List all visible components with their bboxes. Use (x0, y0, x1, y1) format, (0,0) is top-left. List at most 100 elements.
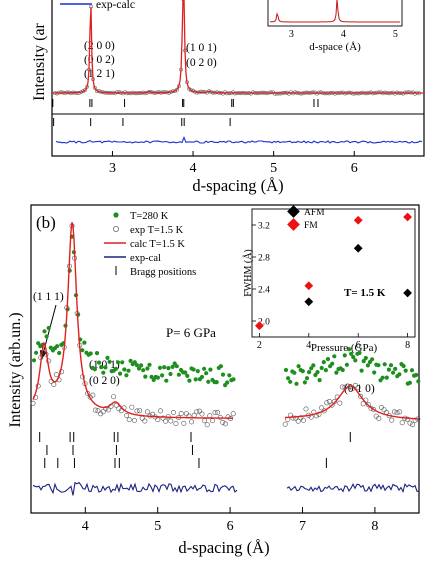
bottom-observed-point (358, 393, 364, 399)
bottom-observed-point (181, 420, 187, 426)
bottom-observed-point (131, 417, 137, 423)
bottom-280k-point (88, 351, 93, 356)
legend-label-diff: exp-cal (130, 253, 161, 264)
bottom-observed-point (196, 408, 202, 414)
bottom-observed-point (293, 415, 299, 421)
bottom-280k-point (220, 372, 226, 377)
peak-label-101: (1 0 1) (89, 359, 120, 371)
bottom-280k-point (120, 360, 125, 365)
bottom-280k-point (36, 341, 41, 346)
bottom-280k-point (313, 372, 318, 378)
bottom-observed-point (391, 409, 397, 415)
fwhm-point-fm (255, 321, 264, 331)
bottom-280k-point (92, 367, 97, 372)
bottom-x-tick-label: 8 (371, 519, 378, 534)
bottom-280k-point (214, 380, 219, 385)
bottom-280k-point (147, 362, 152, 367)
bottom-280k-point (292, 370, 297, 375)
bottom-280k-point (307, 370, 312, 375)
bottom-280k-point (57, 350, 62, 356)
bottom-280k-point (340, 367, 345, 373)
bottom-observed-point (142, 418, 148, 424)
top-peak-label-101: (1 0 1) (186, 42, 217, 54)
bottom-280k-point (309, 366, 314, 371)
bottom-observed-point (230, 411, 236, 417)
bottom-280k-point (382, 362, 387, 367)
bottom-280k-point (103, 365, 108, 370)
top-observed-point (413, 91, 417, 96)
bottom-observed-point (282, 421, 288, 427)
bottom-difference-curve-right (286, 482, 420, 494)
top-observed-point (115, 90, 119, 95)
bottom-observed-point (404, 416, 410, 422)
bottom-280k-point (191, 367, 196, 372)
bottom-280k-point (174, 364, 179, 369)
bottom-280k-point (218, 364, 223, 369)
bottom-observed-point (389, 417, 395, 423)
bottom-observed-point (160, 415, 166, 421)
bottom-observed-point (339, 384, 345, 390)
bottom-280k-point (124, 373, 129, 378)
top-observed-point (319, 90, 323, 95)
fwhm-point-fm (403, 212, 412, 222)
bottom-observed-point (337, 400, 343, 406)
bottom-observed-point (168, 418, 174, 424)
top-observed-point (251, 90, 255, 95)
bottom-280k-point (202, 366, 207, 371)
bottom-observed-point (178, 410, 184, 416)
bottom-x-tick-label: 6 (227, 519, 234, 534)
bottom-280k-point (296, 364, 301, 369)
fwhm-point-fm (353, 215, 363, 225)
bottom-280k-point (365, 363, 370, 368)
bottom-280k-point (199, 374, 205, 380)
bottom-280k-point (370, 357, 375, 362)
bottom-280k-point (82, 340, 87, 345)
bottom-observed-point (92, 407, 98, 413)
bottom-280k-point (321, 360, 326, 365)
bottom-280k-point (380, 375, 385, 380)
bottom-observed-point (111, 394, 117, 400)
bottom-observed-point (397, 409, 403, 415)
bottom-observed-point (300, 417, 306, 423)
bottom-280k-point (344, 362, 349, 367)
bottom-280k-point (319, 365, 324, 371)
bottom-280k-point (407, 380, 412, 385)
fwhm-inset-x-tick-label: 4 (306, 340, 311, 351)
top-xlabel: d-spacing (Å) (192, 176, 283, 195)
bottom-observed-point (163, 418, 169, 424)
bottom-280k-point (136, 366, 142, 371)
bottom-280k-point (166, 366, 171, 371)
legend-marker-280k (113, 212, 119, 218)
fwhm-point-afm (353, 243, 363, 253)
bottom-x-tick-label: 4 (82, 519, 89, 534)
bottom-280k-point (151, 377, 156, 382)
fwhm-inset-y-tick-label: 2.8 (258, 254, 270, 264)
bottom-observed-point (126, 417, 132, 423)
bottom-observed-point (118, 408, 124, 414)
bottom-observed-point (204, 422, 210, 428)
fwhm-point-afm (304, 297, 314, 307)
bottom-observed-point (303, 406, 309, 412)
bottom-observed-point (410, 422, 416, 428)
bottom-observed-point (194, 409, 200, 415)
bottom-280k-point (183, 370, 188, 375)
peak-label-111: (1 1 1) (33, 291, 64, 303)
bottom-280k-point (162, 365, 167, 370)
bottom-280k-point (185, 373, 190, 378)
top-inset-tick-label: 3 (289, 29, 294, 40)
bottom-calculated-curve (32, 222, 419, 420)
bottom-280k-point (193, 377, 198, 382)
top-inset-tick-label: 4 (341, 29, 346, 40)
bottom-observed-point (139, 415, 145, 421)
legend-label-exp: exp T=1.5 K (130, 225, 184, 236)
legend-label-bragg: Bragg positions (130, 267, 196, 278)
fwhm-inset-points (255, 212, 412, 331)
bottom-observed-point (53, 372, 59, 378)
bottom-280k-point (376, 363, 381, 368)
bottom-280k-point (134, 363, 139, 368)
fwhm-inset-x-tick-label: 2 (257, 340, 262, 351)
bottom-observed-point (202, 418, 208, 424)
top-observed-point (293, 90, 297, 95)
bottom-x-tick-label: 7 (299, 519, 306, 534)
